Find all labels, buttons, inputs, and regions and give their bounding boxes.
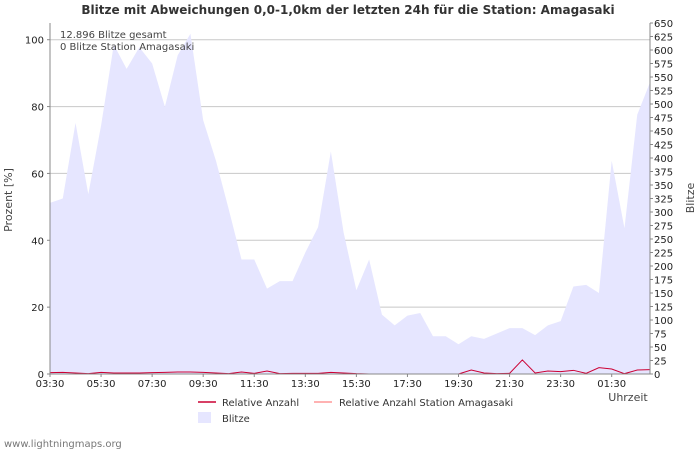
- y-tick-label-right: 125: [654, 303, 673, 314]
- y-tick-label-right: 150: [654, 289, 673, 300]
- y-tick-label-right: 0: [654, 370, 660, 381]
- y-axis-label-left: Prozent [%]: [2, 168, 15, 232]
- y-tick-label-right: 275: [654, 222, 673, 233]
- x-tick-label: 15:30: [342, 379, 371, 390]
- x-tick-label: 13:30: [291, 379, 320, 390]
- series-line-relative: [49, 359, 651, 375]
- x-tick-label: 19:30: [444, 379, 473, 390]
- y-tick-label-right: 325: [654, 195, 673, 206]
- y-tick-label-right: 400: [654, 154, 673, 165]
- annotation-station: 0 Blitze Station Amagasaki: [60, 42, 194, 53]
- y-tick-label-left: 100: [25, 36, 44, 47]
- x-axis-label: Uhrzeit: [608, 391, 648, 404]
- x-tick-label: 03:30: [36, 379, 65, 390]
- y-tick-label-left: 80: [31, 103, 44, 114]
- x-tick-label: 09:30: [189, 379, 218, 390]
- footer-credit: www.lightningmaps.org: [4, 439, 122, 450]
- y-tick-label-right: 575: [654, 60, 673, 71]
- legend-label-relative: Relative Anzahl: [222, 398, 299, 409]
- y-tick-label-right: 75: [654, 330, 667, 341]
- blitze-area: [50, 33, 650, 375]
- y-tick-label-right: 250: [654, 235, 673, 246]
- legend: Relative Anzahl Relative Anzahl Station …: [198, 398, 513, 425]
- y-tick-label-right: 425: [654, 141, 673, 152]
- y-tick-label-left: 20: [31, 303, 44, 314]
- y-tick-label-left: 60: [31, 169, 44, 180]
- annotation-total: 12.896 Blitze gesamt: [60, 30, 167, 41]
- y-tick-label-right: 225: [654, 249, 673, 260]
- x-tick-label: 01:30: [597, 379, 626, 390]
- area-layer: [50, 33, 650, 375]
- chart-title: Blitze mit Abweichungen 0,0-1,0km der le…: [81, 3, 614, 17]
- y-tick-label-right: 50: [654, 343, 667, 354]
- x-tick-label: 17:30: [393, 379, 422, 390]
- x-tick-label: 23:30: [546, 379, 575, 390]
- x-tick-label: 11:30: [240, 379, 269, 390]
- y-tick-label-left: 0: [38, 370, 44, 381]
- x-tick-label: 05:30: [87, 379, 116, 390]
- y-tick-label-right: 625: [654, 33, 673, 44]
- y-tick-label-right: 550: [654, 73, 673, 84]
- legend-swatch-blitze: [198, 412, 211, 423]
- y-axis-label-right: Blitze: [684, 183, 697, 214]
- legend-label-station: Relative Anzahl Station Amagasaki: [339, 398, 513, 409]
- y-tick-label-right: 500: [654, 100, 673, 111]
- y-tick-label-right: 175: [654, 276, 673, 287]
- y-tick-label-right: 100: [654, 316, 673, 327]
- y-tick-label-right: 650: [654, 19, 673, 30]
- x-tick-label: 07:30: [138, 379, 167, 390]
- y-tick-label-right: 475: [654, 114, 673, 125]
- y-tick-label-right: 525: [654, 87, 673, 98]
- y-tick-label-right: 450: [654, 127, 673, 138]
- legend-label-blitze: Blitze: [222, 414, 250, 425]
- y-tick-label-right: 350: [654, 181, 673, 192]
- y-tick-label-right: 375: [654, 168, 673, 179]
- y-tick-label-right: 600: [654, 46, 673, 57]
- y-tick-label-right: 25: [654, 357, 667, 368]
- y-tick-label-right: 200: [654, 262, 673, 273]
- y-tick-label-left: 40: [31, 236, 44, 247]
- y-tick-label-right: 300: [654, 208, 673, 219]
- axis-layer: 0 20 40 60 80 100 0 25 50 75 100 125 150 175 200 225 250…: [25, 19, 673, 390]
- x-tick-label: 21:30: [495, 379, 524, 390]
